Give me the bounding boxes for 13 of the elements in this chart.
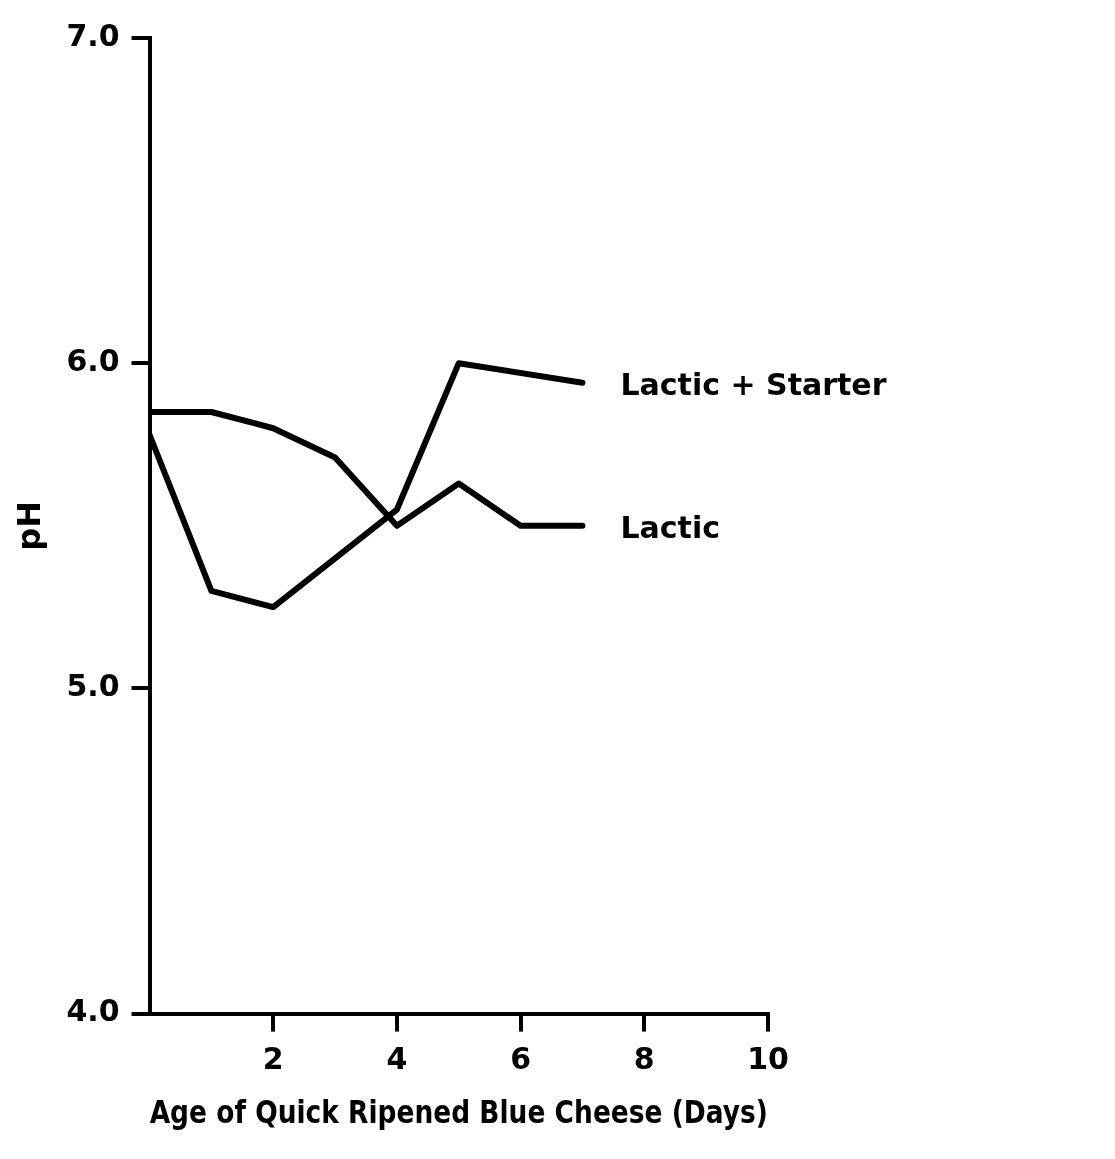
x-tick-label: 10	[747, 1041, 789, 1077]
x-tick-label: 6	[510, 1041, 532, 1077]
x-tick-label: 2	[262, 1041, 284, 1077]
x-axis-title: Age of Quick Ripened Blue Cheese (Days)	[149, 1093, 768, 1131]
y-tick-label: 7.0	[66, 17, 120, 53]
y-axis-title: pH	[9, 500, 48, 551]
series-label: Lactic + Starter	[620, 366, 887, 402]
series-label: Lactic	[620, 509, 721, 545]
y-tick-label: 4.0	[66, 993, 120, 1029]
y-tick-label: 6.0	[66, 343, 120, 378]
x-tick-label: 4	[386, 1041, 408, 1077]
x-tick-label: 8	[633, 1041, 655, 1077]
y-tick-label: 5.0	[66, 668, 120, 704]
